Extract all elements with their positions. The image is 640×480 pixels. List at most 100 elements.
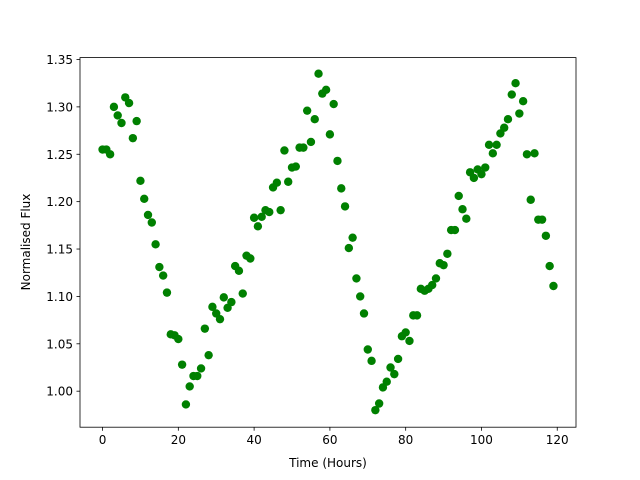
point: [541, 231, 551, 240]
point: [174, 334, 183, 344]
point: [401, 328, 410, 337]
point: [477, 169, 486, 179]
point: [515, 109, 524, 118]
point: [450, 225, 460, 235]
point: [545, 261, 554, 271]
point: [124, 98, 134, 108]
point: [511, 78, 520, 88]
point: [105, 150, 115, 159]
x-tick-label: 40: [246, 433, 261, 447]
point: [537, 215, 547, 224]
point: [272, 178, 282, 187]
point: [431, 274, 441, 283]
x-tick-label: 100: [470, 433, 493, 447]
point: [492, 140, 501, 149]
x-tick-label: 60: [322, 433, 337, 447]
point: [177, 360, 187, 369]
point: [113, 111, 122, 120]
point: [302, 106, 312, 115]
point: [181, 400, 191, 409]
point: [151, 240, 160, 249]
point: [185, 382, 194, 391]
point: [291, 162, 300, 171]
point: [299, 143, 308, 152]
point: [393, 354, 403, 364]
point: [280, 146, 289, 155]
y-tick-label: 1.35: [46, 53, 73, 67]
point: [412, 311, 422, 320]
point: [193, 371, 202, 381]
point: [208, 302, 217, 312]
x-tick-label: 20: [171, 433, 186, 447]
point: [481, 163, 490, 172]
point: [257, 212, 266, 222]
point: [215, 314, 225, 324]
point: [314, 69, 323, 78]
point: [143, 210, 153, 220]
point: [196, 364, 206, 373]
point: [265, 207, 274, 217]
point: [374, 399, 384, 408]
point: [522, 150, 532, 159]
point: [454, 191, 463, 201]
point: [246, 254, 255, 263]
y-tick-label: 1.25: [46, 148, 73, 162]
point: [458, 205, 467, 214]
point: [443, 249, 452, 258]
point: [488, 149, 498, 158]
point: [200, 324, 210, 333]
point: [499, 123, 509, 132]
point: [117, 118, 126, 128]
point: [158, 271, 168, 280]
y-axis-label: Normalised Flux: [19, 194, 33, 291]
point: [140, 194, 149, 204]
point: [155, 262, 164, 272]
y-tick-label: 1.30: [46, 100, 73, 114]
point: [428, 280, 437, 290]
point: [507, 90, 516, 99]
point: [238, 289, 247, 298]
point: [340, 202, 350, 211]
point: [284, 177, 293, 186]
y-tick-label: 1.15: [46, 243, 73, 257]
point: [276, 205, 285, 215]
point: [503, 115, 513, 124]
point: [359, 309, 369, 318]
point: [484, 140, 494, 149]
point: [321, 85, 331, 95]
point: [132, 116, 141, 126]
point: [405, 336, 414, 346]
point: [367, 356, 376, 366]
point: [352, 274, 361, 283]
x-axis-label: Time (Hours): [288, 456, 367, 470]
point: [371, 405, 380, 415]
plot-frame: [79, 57, 577, 428]
point: [109, 102, 119, 112]
point: [390, 369, 399, 379]
y-tick-label: 1.00: [46, 385, 73, 399]
point: [162, 288, 172, 297]
point: [549, 281, 558, 291]
point: [325, 130, 335, 139]
point: [128, 133, 138, 143]
point: [439, 260, 448, 270]
point: [462, 214, 471, 223]
x-tick-label: 0: [99, 433, 107, 447]
point: [227, 297, 236, 307]
point: [363, 345, 372, 354]
point: [356, 292, 365, 301]
point: [386, 363, 395, 372]
x-tick-label: 80: [398, 433, 413, 447]
y-tick-label: 1.05: [46, 337, 73, 351]
point: [136, 176, 145, 185]
x-tick-label: 120: [546, 433, 569, 447]
point: [337, 184, 346, 193]
point: [234, 266, 244, 276]
point: [333, 156, 342, 166]
point: [526, 195, 535, 204]
point: [530, 149, 539, 158]
point: [306, 137, 316, 147]
point: [204, 350, 213, 360]
point: [253, 222, 263, 231]
